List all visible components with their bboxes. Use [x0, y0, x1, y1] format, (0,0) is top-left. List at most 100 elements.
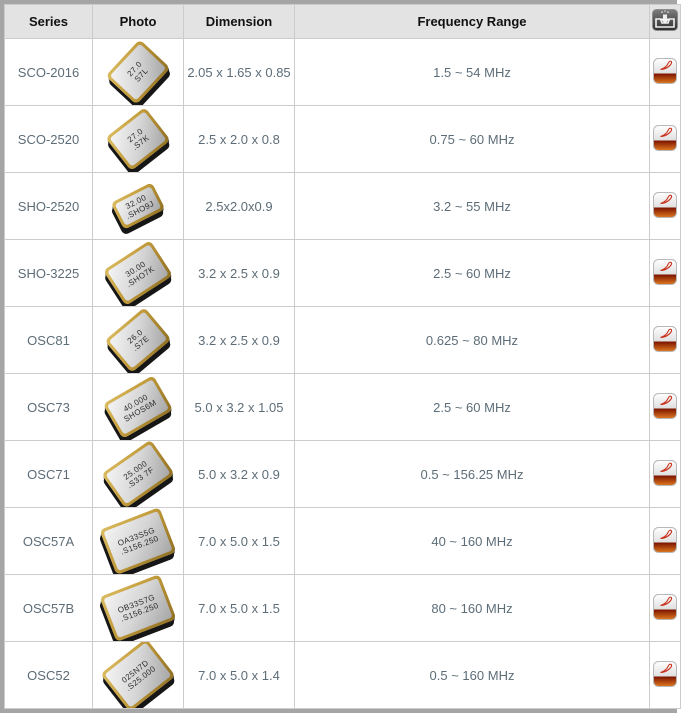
- download-cell: [649, 574, 681, 642]
- photo-cell: 27.0 .S7K: [92, 105, 184, 173]
- frequency-range-value: 0.5 ~ 156.25 MHz: [420, 466, 524, 482]
- dimension-cell: 2.5 x 2.0 x 0.8: [183, 105, 295, 173]
- frequency-range-value: 0.5 ~ 160 MHz: [429, 667, 515, 683]
- product-row: OSC81 26.0 .S7E 3.2 x 2.5 x 0.9 0.625 ~ …: [4, 306, 681, 374]
- oscillator-chip-image: 26.0 .S7E: [104, 307, 172, 373]
- series-cell: OSC52: [4, 641, 93, 709]
- photo-cell: 26.0 .S7E: [92, 306, 184, 374]
- pdf-download-icon[interactable]: [653, 660, 677, 687]
- dimension-value: 7.0 x 5.0 x 1.4: [198, 667, 280, 683]
- chip-photo: OA33S5G .S156.250: [94, 508, 182, 574]
- oscillator-chip-image: OB33S7G .S156.250: [99, 575, 177, 641]
- series-label: SHO-2520: [17, 198, 80, 214]
- product-row: SHO-2520 32.00 .SHO9J 2.5x2.0x0.9 3.2 ~ …: [4, 172, 681, 240]
- dimension-cell: 5.0 x 3.2 x 1.05: [183, 373, 295, 441]
- product-row: OSC52 025N7D .S25.000 7.0 x 5.0 x 1.4 0.…: [4, 641, 681, 709]
- frequency-cell: 2.5 ~ 60 MHz: [294, 373, 650, 441]
- series-cell: OSC57A: [4, 507, 93, 575]
- chip-photo: 25.000 .S33 7F: [94, 441, 182, 507]
- frequency-cell: 0.5 ~ 156.25 MHz: [294, 440, 650, 508]
- oscillator-chip-image: 27.0 S7L: [105, 39, 171, 105]
- series-cell: SCO-2520: [4, 105, 93, 173]
- product-row: OSC71 25.000 .S33 7F 5.0 x 3.2 x 0.9 0.5…: [4, 440, 681, 508]
- download-cell: [649, 641, 681, 709]
- oscillator-chip-image: 25.000 .S33 7F: [101, 441, 175, 507]
- frequency-cell: 0.5 ~ 160 MHz: [294, 641, 650, 709]
- product-row: SCO-2016 27.0 S7L 2.05 x 1.65 x 0.85 1.5…: [4, 38, 681, 106]
- oscillator-product-table: Series Photo Dimension Frequency Range: [4, 4, 681, 709]
- dimension-value: 5.0 x 3.2 x 1.05: [194, 399, 284, 415]
- series-cell: SHO-2520: [4, 172, 93, 240]
- col-header-download: [649, 4, 681, 39]
- series-cell: OSC73: [4, 373, 93, 441]
- oscillator-chip-image: 40.000 SHOS6M: [102, 375, 174, 439]
- pdf-download-icon[interactable]: [653, 392, 677, 419]
- series-label: OSC57B: [22, 600, 75, 616]
- series-label: OSC73: [27, 399, 70, 415]
- photo-cell: OB33S7G .S156.250: [92, 574, 184, 642]
- series-cell: OSC71: [4, 440, 93, 508]
- pdf-download-icon[interactable]: [653, 258, 677, 285]
- frequency-cell: 40 ~ 160 MHz: [294, 507, 650, 575]
- photo-cell: 25.000 .S33 7F: [92, 440, 184, 508]
- pdf-download-icon[interactable]: [653, 593, 677, 620]
- dimension-value: 2.5x2.0x0.9: [205, 198, 273, 214]
- pdf-download-icon[interactable]: [653, 459, 677, 486]
- download-cell: [649, 373, 681, 441]
- dimension-cell: 2.5x2.0x0.9: [183, 172, 295, 240]
- download-cell: [649, 239, 681, 307]
- download-cell: [649, 306, 681, 374]
- series-label: OSC57A: [22, 533, 75, 549]
- download-tray-icon: [652, 9, 678, 31]
- dimension-cell: 3.2 x 2.5 x 0.9: [183, 239, 295, 307]
- product-row: SHO-3225 30.00 .SHO7K 3.2 x 2.5 x 0.9 2.…: [4, 239, 681, 307]
- chip-photo: 27.0 S7L: [94, 39, 182, 105]
- col-header-photo: Photo: [92, 4, 184, 39]
- download-cell: [649, 440, 681, 508]
- series-label: OSC71: [27, 466, 70, 482]
- download-cell: [649, 507, 681, 575]
- download-cell: [649, 38, 681, 106]
- frequency-range-value: 2.5 ~ 60 MHz: [433, 265, 511, 281]
- series-label: SCO-2016: [17, 64, 80, 80]
- product-row: SCO-2520 27.0 .S7K 2.5 x 2.0 x 0.8 0.75 …: [4, 105, 681, 173]
- product-row: OSC73 40.000 SHOS6M 5.0 x 3.2 x 1.05 2.5…: [4, 373, 681, 441]
- frequency-range-value: 0.625 ~ 80 MHz: [425, 332, 519, 348]
- pdf-download-icon[interactable]: [653, 325, 677, 352]
- dimension-value: 7.0 x 5.0 x 1.5: [198, 533, 280, 549]
- dimension-cell: 7.0 x 5.0 x 1.4: [183, 641, 295, 709]
- frequency-cell: 0.75 ~ 60 MHz: [294, 105, 650, 173]
- series-cell: OSC81: [4, 306, 93, 374]
- dimension-cell: 5.0 x 3.2 x 0.9: [183, 440, 295, 508]
- pdf-download-icon[interactable]: [653, 124, 677, 151]
- series-label: OSC81: [27, 332, 70, 348]
- dimension-cell: 2.05 x 1.65 x 0.85: [183, 38, 295, 106]
- dimension-value: 5.0 x 3.2 x 0.9: [198, 466, 280, 482]
- series-label: SHO-3225: [17, 265, 80, 281]
- oscillator-chip-image: 32.00 .SHO9J: [110, 182, 166, 230]
- pdf-download-icon[interactable]: [653, 57, 677, 84]
- photo-cell: 025N7D .S25.000: [92, 641, 184, 709]
- frequency-range-value: 3.2 ~ 55 MHz: [433, 198, 511, 214]
- product-row: OSC57A OA33S5G .S156.250 7.0 x 5.0 x 1.5…: [4, 507, 681, 575]
- series-label: SCO-2520: [17, 131, 80, 147]
- photo-cell: OA33S5G .S156.250: [92, 507, 184, 575]
- frequency-cell: 2.5 ~ 60 MHz: [294, 239, 650, 307]
- pdf-download-icon[interactable]: [653, 526, 677, 553]
- dimension-value: 3.2 x 2.5 x 0.9: [198, 332, 280, 348]
- frequency-range-value: 80 ~ 160 MHz: [431, 600, 513, 616]
- frequency-cell: 80 ~ 160 MHz: [294, 574, 650, 642]
- series-cell: SCO-2016: [4, 38, 93, 106]
- pdf-download-icon[interactable]: [653, 191, 677, 218]
- chip-photo: 40.000 SHOS6M: [94, 375, 182, 439]
- table-body: SCO-2016 27.0 S7L 2.05 x 1.65 x 0.85 1.5…: [4, 38, 681, 709]
- col-header-dimension: Dimension: [183, 4, 295, 39]
- photo-cell: 40.000 SHOS6M: [92, 373, 184, 441]
- series-label: OSC52: [27, 667, 70, 683]
- dimension-cell: 7.0 x 5.0 x 1.5: [183, 574, 295, 642]
- dimension-value: 7.0 x 5.0 x 1.5: [198, 600, 280, 616]
- chip-photo: 27.0 .S7K: [94, 107, 182, 171]
- frequency-range-value: 0.75 ~ 60 MHz: [429, 131, 515, 147]
- chip-photo: 26.0 .S7E: [94, 307, 182, 373]
